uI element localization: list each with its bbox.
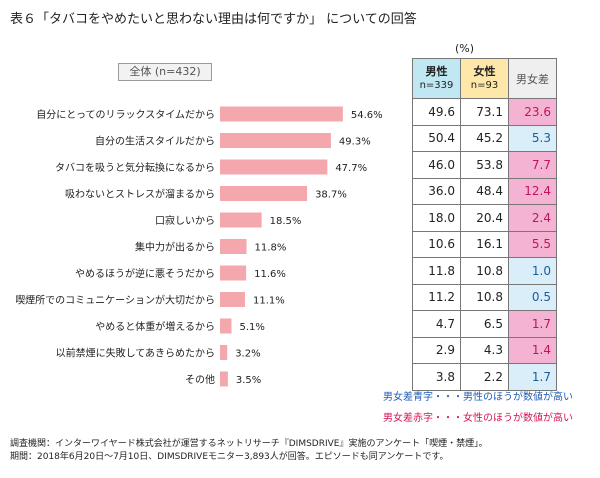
category-label: 自分の生活スタイルだから <box>95 135 215 148</box>
table-body: 49.6 73.1 23.6 50.4 45.2 5.3 46.0 53.8 7.7 36.0 48… <box>412 98 557 391</box>
category-label: やめるほうが逆に悪そうだから <box>75 267 215 280</box>
bar <box>220 265 247 281</box>
table-header-row: 男性 n=339 女性 n=93 男女差 <box>412 58 557 99</box>
diff-value: 1.4 <box>508 336 557 364</box>
category-label: 喫煙所でのコミュニケーションが大切だから <box>15 294 215 307</box>
category-label: 以前禁煙に失敗してあきらめたから <box>56 347 215 360</box>
female-value: 45.2 <box>460 124 509 152</box>
male-value: 18.0 <box>412 204 461 232</box>
female-value: 16.1 <box>460 230 509 258</box>
male-value: 11.2 <box>412 283 461 311</box>
legend-blue: 男女差青字・・・男性のほうが数値が高い <box>383 392 573 403</box>
footer-note: 調査機関：インターワイヤード株式会社が運営するネットリサーチ『DIMSDRIVE… <box>10 438 488 464</box>
value-label: 54.6% <box>351 110 383 121</box>
diff-value: 0.5 <box>508 283 557 311</box>
bar <box>220 345 228 360</box>
diff-value: 12.4 <box>508 177 557 205</box>
bar <box>220 106 343 122</box>
bar <box>220 186 308 201</box>
value-label: 11.8% <box>255 243 287 254</box>
table-row: 10.6 16.1 5.5 <box>412 230 557 258</box>
diff-value: 1.7 <box>508 363 557 391</box>
value-label: 11.1% <box>253 296 285 307</box>
value-label: 3.2% <box>235 349 260 360</box>
category-label: 自分にとってのリラックスタイムだから <box>36 108 215 121</box>
female-value: 20.4 <box>460 204 509 232</box>
diff-value: 23.6 <box>508 98 557 126</box>
table-row: 36.0 48.4 12.4 <box>412 177 557 205</box>
category-label: タバコを吸うと気分転換になるから <box>55 161 215 174</box>
header-male-label: 男性 <box>425 64 448 78</box>
table-row: 11.8 10.8 1.0 <box>412 257 557 285</box>
header-male-n: n=339 <box>419 79 454 91</box>
gender-table: 男性 n=339 女性 n=93 男女差 49.6 73.1 23.6 50.4 45.… <box>412 58 557 391</box>
value-label: 47.7% <box>335 163 367 174</box>
bar <box>220 292 245 307</box>
table-row: 50.4 45.2 5.3 <box>412 124 557 152</box>
male-value: 4.7 <box>412 310 461 338</box>
value-label: 5.1% <box>239 322 264 333</box>
bar <box>220 371 228 387</box>
table-row: 18.0 20.4 2.4 <box>412 204 557 232</box>
diff-value: 7.7 <box>508 151 557 179</box>
value-label: 49.3% <box>339 137 371 148</box>
category-label: その他 <box>185 373 215 386</box>
value-label: 3.5% <box>236 375 261 386</box>
diff-value: 5.5 <box>508 230 557 258</box>
table-row: 4.7 6.5 1.7 <box>412 310 557 338</box>
legend-red: 男女差赤字・・・女性のほうが数値が高い <box>383 413 573 424</box>
bar <box>220 212 262 228</box>
bar <box>220 318 232 334</box>
female-value: 10.8 <box>460 257 509 285</box>
female-value: 10.8 <box>460 283 509 311</box>
female-value: 2.2 <box>460 363 509 391</box>
table-row: 2.9 4.3 1.4 <box>412 336 557 364</box>
bar <box>220 133 331 148</box>
table-row: 49.6 73.1 23.6 <box>412 98 557 126</box>
male-value: 36.0 <box>412 177 461 205</box>
male-value: 11.8 <box>412 257 461 285</box>
female-value: 48.4 <box>460 177 509 205</box>
category-label: 吸わないとストレスが溜まるから <box>65 188 215 201</box>
header-male: 男性 n=339 <box>412 58 461 99</box>
bar <box>220 239 247 254</box>
diff-value: 5.3 <box>508 124 557 152</box>
value-label: 11.6% <box>254 269 286 280</box>
diff-value: 2.4 <box>508 204 557 232</box>
male-value: 3.8 <box>412 363 461 391</box>
male-value: 46.0 <box>412 151 461 179</box>
bar <box>220 159 328 175</box>
header-diff: 男女差 <box>508 58 557 99</box>
header-female: 女性 n=93 <box>460 58 509 99</box>
category-label: 口寂しいから <box>155 214 215 227</box>
header-female-label: 女性 <box>473 64 496 78</box>
value-label: 18.5% <box>270 216 302 227</box>
female-value: 6.5 <box>460 310 509 338</box>
percent-unit: (%) <box>455 42 475 55</box>
female-value: 53.8 <box>460 151 509 179</box>
male-value: 50.4 <box>412 124 461 152</box>
male-value: 10.6 <box>412 230 461 258</box>
value-label: 38.7% <box>315 190 347 201</box>
diff-value: 1.0 <box>508 257 557 285</box>
footer-line-2: 期間：2018年6月20日～7月10日、DIMSDRIVEモニター3,893人が… <box>10 452 449 462</box>
category-label: やめると体重が増えるから <box>95 320 215 333</box>
female-value: 73.1 <box>460 98 509 126</box>
category-label: 集中力が出るから <box>135 241 215 254</box>
male-value: 2.9 <box>412 336 461 364</box>
female-value: 4.3 <box>460 336 509 364</box>
male-value: 49.6 <box>412 98 461 126</box>
table-row: 11.2 10.8 0.5 <box>412 283 557 311</box>
table-row: 46.0 53.8 7.7 <box>412 151 557 179</box>
table-row: 3.8 2.2 1.7 <box>412 363 557 391</box>
overall-sample-label: 全体 (n=432) <box>118 63 212 81</box>
footer-line-1: 調査機関：インターワイヤード株式会社が運営するネットリサーチ『DIMSDRIVE… <box>10 439 488 449</box>
header-female-n: n=93 <box>470 79 499 91</box>
diff-value: 1.7 <box>508 310 557 338</box>
chart-title: 表６「タバコをやめたいと思わない理由は何ですか」 についての回答 <box>10 12 417 27</box>
